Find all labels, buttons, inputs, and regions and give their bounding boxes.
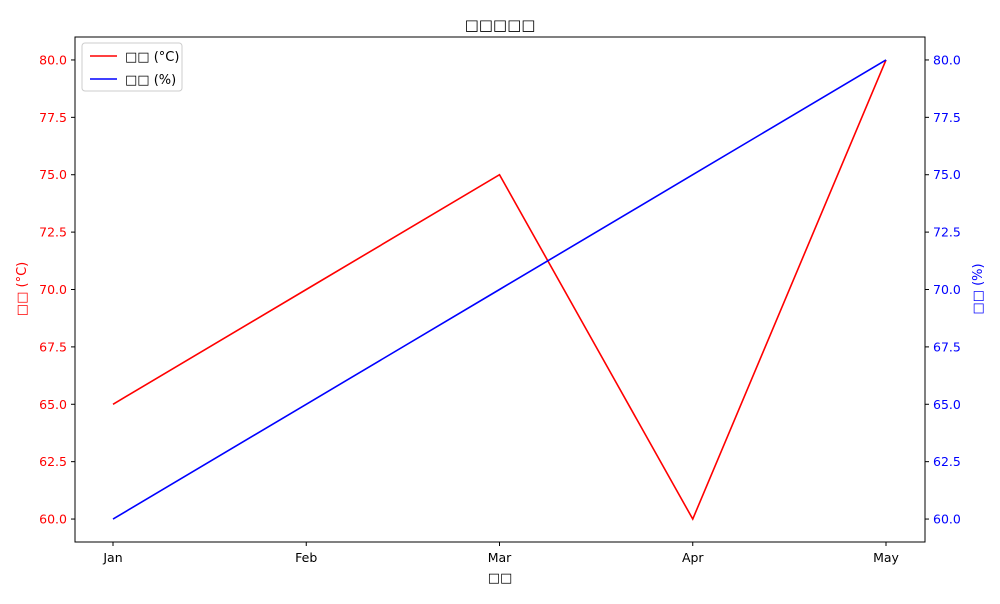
legend-label-humidity: □□ (%) (125, 73, 176, 88)
humidity-series-line (112, 59, 887, 520)
x-tick-label: Mar (488, 550, 512, 565)
right-tick-label: 70.0 (933, 282, 961, 297)
right-tick-label: 80.0 (933, 52, 961, 67)
x-axis-label: □□ (488, 571, 513, 586)
right-tick-label: 77.5 (933, 110, 961, 125)
right-tick-label: 62.5 (933, 454, 961, 469)
left-tick-label: 80.0 (39, 52, 67, 67)
left-tick-label: 72.5 (39, 225, 67, 240)
left-tick-label: 65.0 (39, 397, 67, 412)
left-tick-label: 70.0 (39, 282, 67, 297)
right-tick-label: 65.0 (933, 397, 961, 412)
chart-title: □□□□□ (465, 16, 536, 34)
left-tick-label: 62.5 (39, 454, 67, 469)
left-tick-label: 60.0 (39, 512, 67, 527)
temperature-series-line (112, 59, 887, 521)
left-tick-label: 67.5 (39, 339, 67, 354)
x-tick-label: Feb (295, 550, 317, 565)
left-axis-label: □□ (°C) (15, 262, 30, 316)
left-tick-label: 75.0 (39, 167, 67, 182)
right-axis-label: □□ (%) (971, 263, 986, 314)
left-tick-label: 77.5 (39, 110, 67, 125)
x-tick-label: Jan (102, 550, 122, 565)
right-tick-label: 75.0 (933, 167, 961, 182)
legend: □□ (°C) □□ (%) (81, 42, 183, 92)
right-tick-label: 72.5 (933, 225, 961, 240)
x-tick-label: May (873, 550, 899, 565)
legend-label-temperature: □□ (°C) (125, 50, 179, 65)
right-tick-label: 67.5 (933, 339, 961, 354)
right-tick-label: 60.0 (933, 512, 961, 527)
x-tick-label: Apr (682, 550, 704, 565)
